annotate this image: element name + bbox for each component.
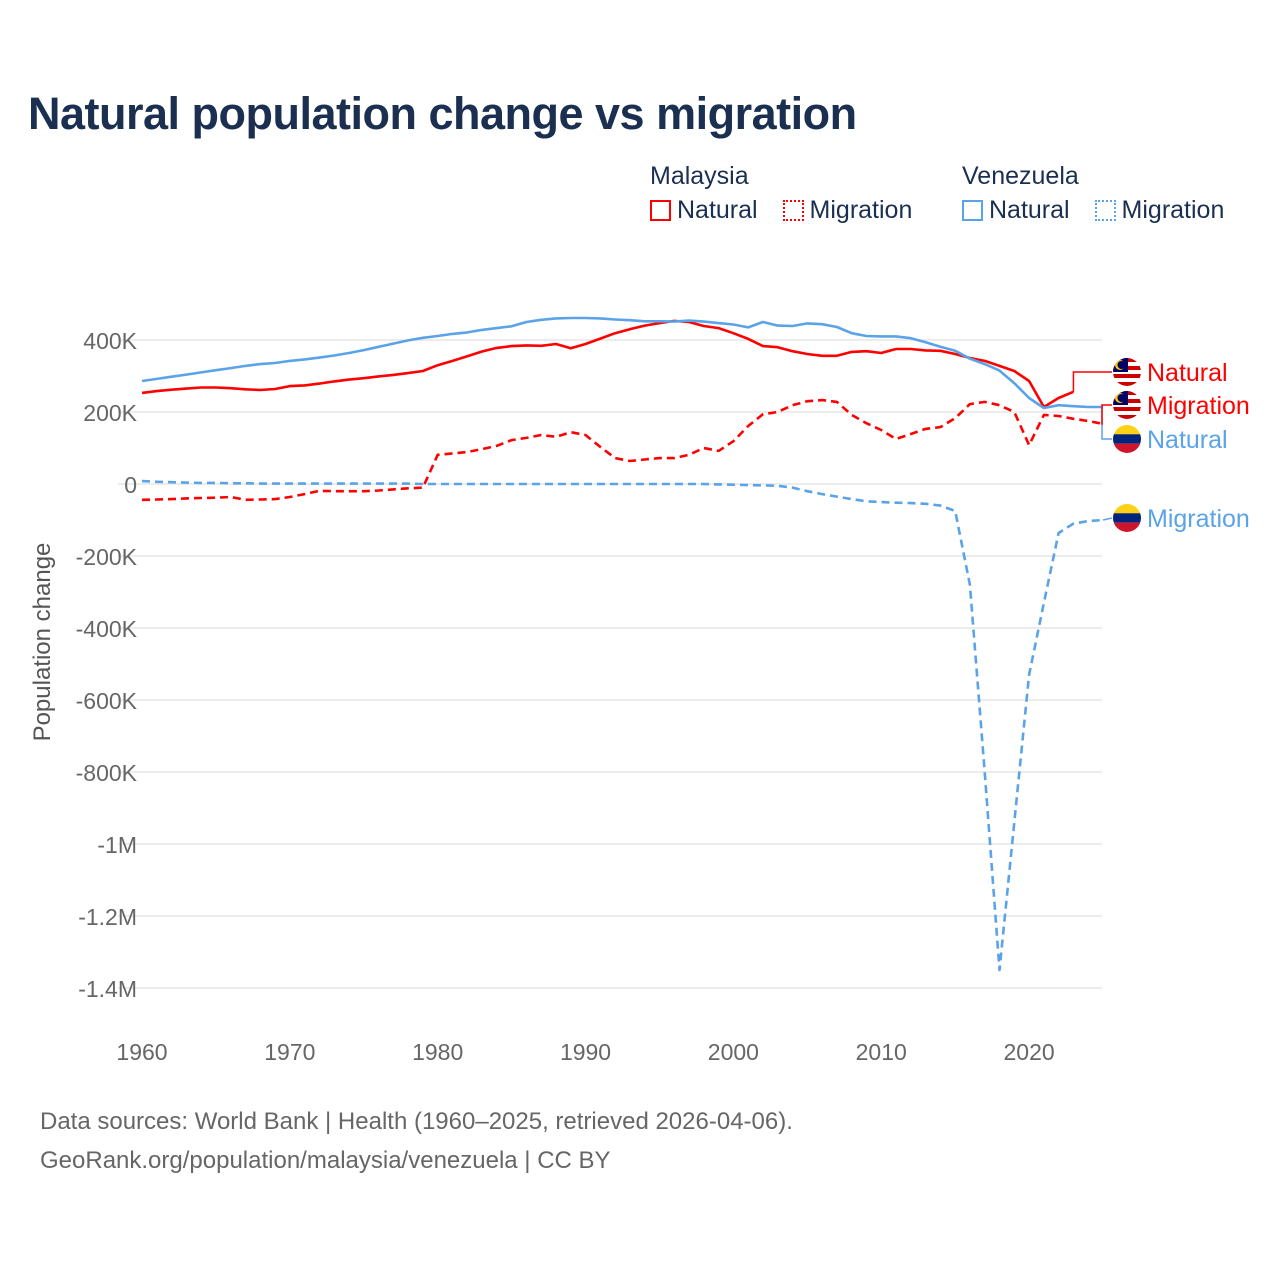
series-end-label: Migration <box>1147 392 1250 420</box>
legend-label: Natural <box>989 196 1070 224</box>
malaysia-flag-icon <box>1113 391 1141 419</box>
series-line-venezuela-migration[interactable] <box>141 479 1104 972</box>
y-tick-label: -200K <box>76 544 138 570</box>
legend-swatch-dotted <box>1094 200 1116 221</box>
legend-swatch-solid <box>650 200 671 221</box>
x-tick-label: 2000 <box>708 1039 759 1065</box>
y-tick-label: -800K <box>76 760 138 786</box>
footer-url[interactable]: GeoRank.org/population/malaysia/venezuel… <box>40 1147 611 1174</box>
series-end-label: Natural <box>1147 426 1228 454</box>
x-tick-label: 1990 <box>560 1039 611 1065</box>
legend-country-malaysia: Malaysia <box>650 162 749 190</box>
legend-item-malaysia-migration[interactable]: Migration <box>782 196 913 225</box>
x-tick-label: 2020 <box>1003 1039 1054 1065</box>
venezuela-flag-icon <box>1113 504 1141 533</box>
legend-swatch-solid <box>962 200 983 221</box>
legend-label: Natural <box>677 196 758 224</box>
legend-swatch-dotted <box>782 200 804 221</box>
y-tick-label: -1M <box>97 832 137 858</box>
series-end-label: Migration <box>1147 505 1250 533</box>
malaysia-flag-icon <box>1113 358 1141 386</box>
legend-label: Migration <box>1121 196 1225 224</box>
y-tick-label: -400K <box>76 616 138 642</box>
x-tick-label: 1970 <box>264 1039 315 1065</box>
chart-title: Natural population change vs migration <box>28 88 857 139</box>
label-connector <box>1101 406 1112 440</box>
legend-label: Migration <box>809 196 913 224</box>
series-line-malaysia-natural[interactable] <box>141 319 1074 409</box>
legend-item-venezuela-migration[interactable]: Migration <box>1094 196 1225 225</box>
y-tick-label: -1.4M <box>78 976 137 1002</box>
venezuela-flag-icon <box>1113 425 1141 454</box>
y-tick-label: 0 <box>124 472 137 498</box>
chart-area: 400K 200K 0 -200K -400K -600K -800K -1M -1.2M -1.… <box>29 316 1250 1065</box>
legend-group-venezuela: Venezuela Natural Migration <box>962 162 1242 228</box>
y-tick-label: -1.2M <box>78 904 137 930</box>
legend-item-venezuela-natural[interactable]: Natural <box>962 196 1070 225</box>
footer-sources: Data sources: World Bank | Health (1960–… <box>40 1108 793 1135</box>
x-tick-label: 1980 <box>412 1039 463 1065</box>
series-line-venezuela-natural[interactable] <box>141 316 1103 410</box>
y-tick-label: 400K <box>83 328 137 354</box>
y-tick-label: -600K <box>76 688 138 714</box>
x-tick-label: 1960 <box>116 1039 167 1065</box>
label-connector <box>1101 404 1112 425</box>
legend-group-malaysia: Malaysia Natural Migration <box>650 162 930 228</box>
series-end-label: Natural <box>1147 359 1228 387</box>
y-tick-label: 200K <box>83 400 137 426</box>
x-tick-label: 2010 <box>856 1039 907 1065</box>
legend-country-venezuela: Venezuela <box>962 162 1079 190</box>
legend-item-malaysia-natural[interactable]: Natural <box>650 196 758 225</box>
label-connector <box>1102 517 1113 521</box>
label-connector <box>1072 371 1112 392</box>
series-line-malaysia-migration[interactable] <box>141 398 1104 502</box>
y-axis-label: Population change <box>29 543 56 742</box>
